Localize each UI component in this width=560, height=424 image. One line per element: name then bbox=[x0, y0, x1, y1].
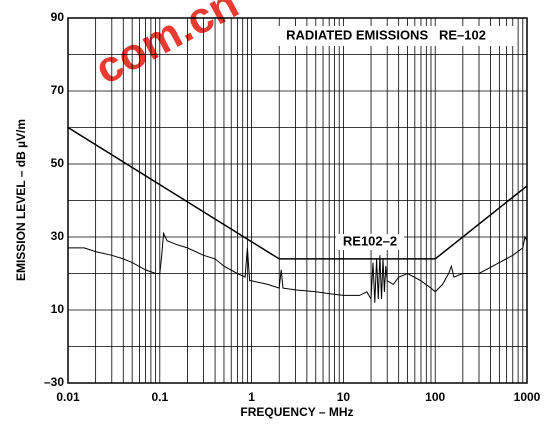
x-axis-label: FREQUENCY – MHz bbox=[240, 405, 353, 419]
y-tick-label: 10 bbox=[51, 302, 65, 316]
y-tick-label: 90 bbox=[51, 10, 65, 24]
y-axis-label: EMISSION LEVEL – dB µV/m bbox=[14, 119, 28, 281]
watermark: com.cn bbox=[87, 0, 246, 94]
annotation-bg bbox=[336, 234, 404, 250]
y-tick-label: –30 bbox=[44, 375, 64, 389]
x-tick-label: 0.01 bbox=[56, 390, 80, 404]
y-tick-label: 70 bbox=[51, 83, 65, 97]
x-tick-label: 100 bbox=[425, 390, 445, 404]
title-box bbox=[258, 26, 514, 46]
x-tick-label: 10 bbox=[337, 390, 351, 404]
y-tick-label: 30 bbox=[51, 229, 65, 243]
limit-label: RE102–2 bbox=[343, 233, 397, 248]
chart-title: RADIATED EMISSIONS RE–102 bbox=[286, 27, 486, 42]
x-tick-label: 1 bbox=[248, 390, 255, 404]
plot-frame bbox=[67, 17, 528, 384]
y-tick-label: 50 bbox=[51, 156, 65, 170]
x-tick-label: 1000 bbox=[514, 390, 541, 404]
x-tick-label: 0.1 bbox=[151, 390, 168, 404]
emission-trace bbox=[68, 231, 528, 303]
limit-line bbox=[67, 126, 528, 260]
